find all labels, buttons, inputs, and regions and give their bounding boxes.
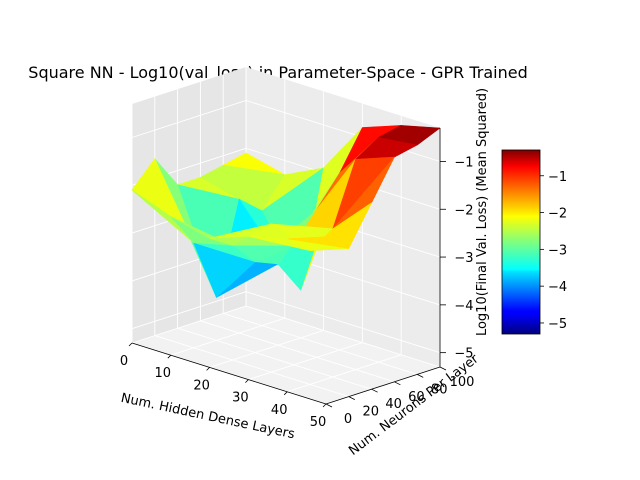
x-tick-mark [283,391,288,396]
x-tick-label: 40 [271,403,288,418]
y-tick-label: 80 [431,382,448,397]
x-tick-label: 20 [193,378,210,393]
x-tick-label: 0 [120,354,128,369]
y-gridline [245,67,441,368]
y-gridline [177,89,372,390]
chart-title: Square NN - Log10(val_loss) in Parameter… [28,63,527,83]
y-tick-label: 20 [363,405,380,420]
y-tick-mark [439,366,447,371]
y-tick-mark [394,381,401,386]
z-tick-label: −2 [454,203,473,218]
surface-facet [287,236,349,249]
x-axis-line [131,342,327,405]
y-axis-line [325,366,441,405]
colorbar-tick-label: −1 [548,170,567,185]
z-tick-label: −3 [454,251,473,266]
x-tick-label: 30 [232,391,249,406]
x-tick-label: 50 [310,415,327,430]
y-tick-mark [348,396,355,400]
x-tick-mark [322,403,327,408]
z-tick-label: −1 [454,155,473,170]
x-tick-label: 10 [155,366,172,381]
tick-labels: 0 10 20 30 40 50 0 20 40 60 80 100 −5 −4 −3 −2 −1 [120,155,475,430]
z-gridline [131,291,441,354]
colorbar-tick-label: −4 [548,280,567,295]
axes-lines [128,128,447,408]
y-tick-label: 0 [344,412,352,427]
surface-plot [131,125,441,299]
y-gridline [199,81,395,383]
y-tick-mark [325,403,333,408]
colorbar [501,149,541,335]
x-tick-mark [167,354,172,359]
colorbar-tick-label: −3 [548,243,567,258]
x-axis-label: Num. Hidden Dense Layers [119,391,296,443]
x-tick-mark [245,379,249,383]
z-tick-label: −4 [454,299,473,314]
y-tick-label: 40 [385,397,402,412]
z-tick-label: −5 [454,347,473,362]
y-tick-label: 60 [408,390,425,405]
x-tick-mark [128,342,133,347]
y-tick-label: 100 [450,375,475,390]
y-tick-mark [371,388,378,393]
y-tick-mark [417,374,424,378]
colorbar-ticks: −5 −4 −3 −2 −1 [540,170,567,332]
colorbar-tick-label: −2 [548,207,567,222]
floor-pane [132,306,440,404]
colorbar-tick-label: −5 [548,317,567,332]
y-gridline [222,74,418,375]
z-axis-label: Log10(Final Val. Loss) (Mean Squared) [475,88,490,336]
x-tick-mark [206,367,210,371]
